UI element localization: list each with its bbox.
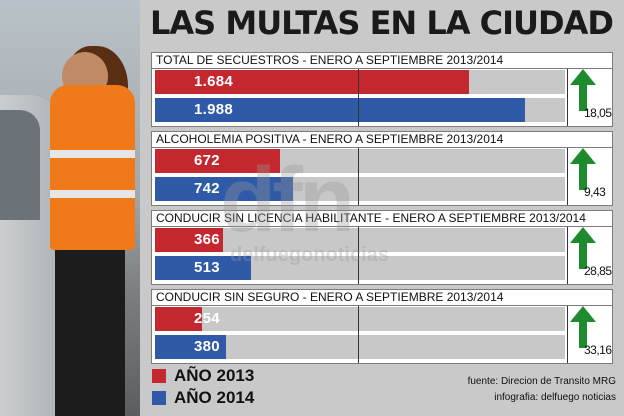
bar-value-label: 742 xyxy=(194,180,220,197)
car-window-shape xyxy=(0,110,40,220)
bar-value-label: 1.988 xyxy=(194,101,234,118)
chart-panel: TOTAL DE SECUESTROS - ENERO A SEPTIEMBRE… xyxy=(151,52,613,127)
bar-track xyxy=(155,228,565,252)
legend-swatch-2013 xyxy=(152,369,166,383)
traffic-officer-photo xyxy=(0,0,140,416)
chart-title: CONDUCIR SIN LICENCIA HABILITANTE - ENER… xyxy=(156,211,586,225)
legend-item-2014: AÑO 2014 xyxy=(152,388,292,408)
bar-value-label: 254 xyxy=(194,310,220,327)
gridline xyxy=(567,227,568,284)
gridline xyxy=(358,69,359,126)
up-arrow-shape xyxy=(570,306,596,348)
gridline xyxy=(358,227,359,284)
legend-label-2014: AÑO 2014 xyxy=(174,388,255,407)
chart-panel: ALCOHOLEMIA POSITIVA - ENERO A SEPTIEMBR… xyxy=(151,131,613,206)
bar-value-label: 672 xyxy=(194,152,220,169)
change-percent-label: 18,05 xyxy=(584,106,612,120)
panel-divider xyxy=(152,305,612,306)
bar-value-label: 1.684 xyxy=(194,73,234,90)
officer-legs-shape xyxy=(55,250,125,416)
bar-value-label: 380 xyxy=(194,338,220,355)
bar-2013 xyxy=(155,70,469,94)
panel-divider xyxy=(152,68,612,69)
change-percent-label: 9,43 xyxy=(584,185,606,199)
up-arrow-shape xyxy=(570,148,596,190)
up-arrow-icon xyxy=(570,306,596,348)
panel-divider xyxy=(152,226,612,227)
up-arrow-icon xyxy=(570,227,596,269)
bar-2013 xyxy=(155,149,280,173)
source-credit: fuente: Direcion de Transito MRG xyxy=(467,376,616,387)
gridline xyxy=(567,148,568,205)
bar-2013 xyxy=(155,228,223,252)
gridline xyxy=(567,69,568,126)
legend-label-2013: AÑO 2013 xyxy=(174,366,255,385)
panel-divider xyxy=(152,147,612,148)
up-arrow-shape xyxy=(570,227,596,269)
bar-2014 xyxy=(155,256,251,280)
up-arrow-icon xyxy=(570,148,596,190)
vest-stripe xyxy=(50,190,135,198)
bar-value-label: 513 xyxy=(194,259,220,276)
legend-item-2013: AÑO 2013 xyxy=(152,366,292,386)
change-percent-label: 33,16 xyxy=(584,343,612,357)
gridline xyxy=(567,306,568,363)
bar-2014 xyxy=(155,98,525,122)
chart-panel: CONDUCIR SIN SEGURO - ENERO A SEPTIEMBRE… xyxy=(151,289,613,364)
bar-track xyxy=(155,307,565,331)
chart-title: TOTAL DE SECUESTROS - ENERO A SEPTIEMBRE… xyxy=(156,53,504,67)
chart-title: ALCOHOLEMIA POSITIVA - ENERO A SEPTIEMBR… xyxy=(156,132,504,146)
change-percent-label: 28,85 xyxy=(584,264,612,278)
vest-stripe xyxy=(50,150,135,158)
up-arrow-icon xyxy=(570,69,596,111)
chart-title: CONDUCIR SIN SEGURO - ENERO A SEPTIEMBRE… xyxy=(156,290,504,304)
infographic-credit: infografia: delfuego noticias xyxy=(494,392,616,403)
page-title: LAS MULTAS EN LA CIUDAD xyxy=(150,4,614,42)
officer-vest-shape xyxy=(50,85,135,250)
bar-value-label: 366 xyxy=(194,231,220,248)
gridline xyxy=(358,306,359,363)
gridline xyxy=(358,148,359,205)
bar-2014 xyxy=(155,177,293,201)
bar-2013 xyxy=(155,307,202,331)
bar-2014 xyxy=(155,335,226,359)
legend-swatch-2014 xyxy=(152,391,166,405)
chart-panel: CONDUCIR SIN LICENCIA HABILITANTE - ENER… xyxy=(151,210,613,285)
up-arrow-shape xyxy=(570,69,596,111)
